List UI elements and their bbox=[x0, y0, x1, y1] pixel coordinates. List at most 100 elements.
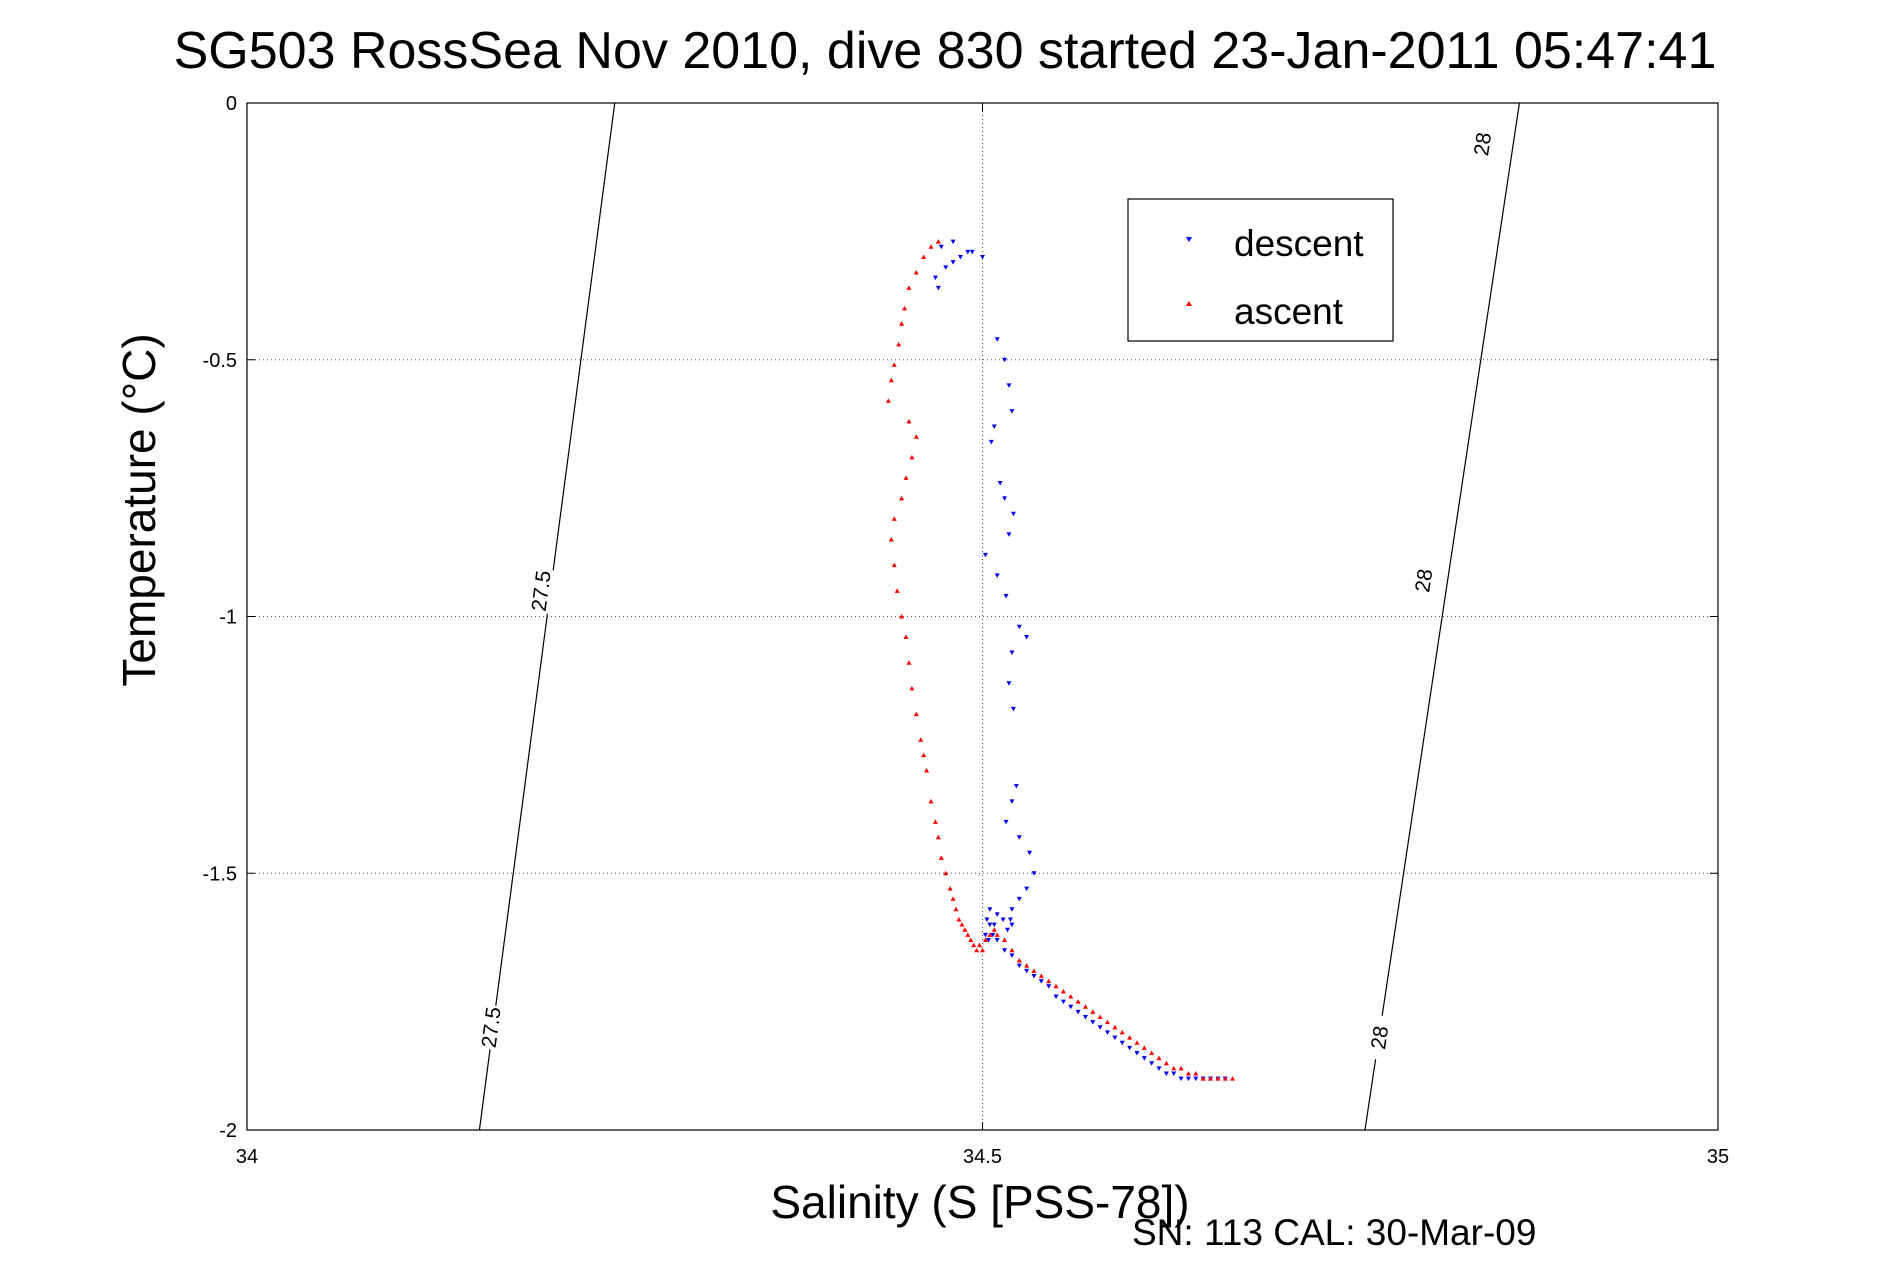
ascent-point bbox=[971, 942, 977, 948]
descent-point bbox=[950, 260, 956, 265]
ascent-point bbox=[943, 870, 949, 876]
descent-point bbox=[1046, 984, 1052, 989]
y-tick-label: -0.5 bbox=[203, 350, 237, 372]
ascent-point bbox=[899, 614, 905, 619]
descent-point bbox=[957, 255, 963, 260]
legend-ascent-label: ascent bbox=[1234, 291, 1344, 332]
descent-point bbox=[1031, 973, 1037, 979]
ascent-point bbox=[1163, 1060, 1169, 1066]
ascent-point bbox=[1208, 1076, 1214, 1081]
descent-point bbox=[988, 439, 994, 445]
descent-point bbox=[1119, 1040, 1125, 1046]
ascent-point bbox=[888, 536, 894, 542]
ascent-point bbox=[1075, 999, 1081, 1004]
ascent-point bbox=[980, 947, 985, 953]
ascent-point bbox=[885, 398, 891, 403]
ascent-point bbox=[956, 916, 962, 922]
legend-descent-marker bbox=[1186, 237, 1192, 242]
ascent-point bbox=[1171, 1065, 1177, 1071]
isopycnal-label-bg bbox=[1407, 556, 1440, 605]
footer-serial-cal: SN: 113 CAL: 30-Mar-09 bbox=[1132, 1212, 1536, 1253]
isopycnal-label: 28 bbox=[1411, 567, 1437, 594]
descent-point bbox=[1149, 1061, 1155, 1066]
descent-point bbox=[1007, 917, 1013, 922]
ascent-point bbox=[932, 819, 938, 824]
ascent-point bbox=[913, 269, 919, 275]
ascent-point bbox=[1053, 983, 1059, 989]
descent-point bbox=[943, 265, 949, 270]
ascent-point bbox=[896, 341, 902, 347]
ascent-point bbox=[1024, 963, 1030, 968]
ascent-point bbox=[903, 634, 909, 640]
legend-ascent-marker bbox=[1186, 301, 1192, 306]
descent-point bbox=[980, 255, 985, 260]
ascent-point bbox=[994, 932, 1000, 937]
ascent-point bbox=[894, 588, 900, 593]
plot-area: 27.5 27.5 28 28 28 34 34.5 35 0 -0.5 -1 -1.5 -2 bbox=[203, 93, 1730, 1168]
x-ticks: 34 34.5 35 bbox=[236, 103, 1729, 1168]
ascent-point bbox=[935, 834, 941, 840]
descent-point bbox=[1002, 357, 1008, 363]
descent-point bbox=[950, 239, 956, 245]
descent-point bbox=[1006, 681, 1012, 686]
ascent-point bbox=[947, 886, 953, 891]
ascent-point bbox=[899, 495, 905, 501]
chart-title: SG503 RossSea Nov 2010, dive 830 started… bbox=[174, 22, 1717, 80]
ascent-point bbox=[928, 798, 934, 804]
descent-point bbox=[1163, 1071, 1169, 1077]
ascent-point bbox=[962, 927, 968, 932]
descent-point bbox=[982, 552, 988, 558]
descent-point bbox=[1010, 511, 1016, 517]
ascent-point bbox=[1068, 993, 1074, 999]
isopycnal-label: 28 bbox=[1367, 1024, 1393, 1051]
descent-point bbox=[1060, 999, 1066, 1005]
ascent-point bbox=[928, 244, 934, 249]
isopycnal-label-bg bbox=[1466, 120, 1499, 168]
ascent-point bbox=[921, 254, 927, 260]
isopycnal-line bbox=[1364, 102, 1521, 1131]
descent-point bbox=[932, 275, 938, 281]
isopycnal-label: 28 bbox=[1470, 131, 1496, 158]
ascent-point bbox=[938, 855, 944, 860]
descent-point bbox=[1016, 624, 1022, 630]
ascent-point bbox=[968, 937, 974, 943]
descent-point bbox=[994, 573, 1000, 578]
descent-point bbox=[1090, 1020, 1096, 1025]
ascent-point bbox=[1009, 947, 1015, 953]
isopycnal-label-bg bbox=[475, 1003, 507, 1051]
ascent-point bbox=[899, 321, 905, 326]
descent-point bbox=[987, 922, 993, 928]
legend-box bbox=[1127, 198, 1394, 342]
descent-point bbox=[1005, 927, 1011, 933]
ascent-point bbox=[953, 906, 959, 912]
descent-point bbox=[1038, 979, 1044, 984]
descent-point bbox=[935, 285, 941, 291]
descent-point bbox=[1009, 907, 1015, 912]
descent-point bbox=[1068, 1004, 1074, 1010]
descent-point bbox=[991, 424, 997, 430]
ascent-point bbox=[1193, 1071, 1199, 1076]
descent-point bbox=[1009, 799, 1015, 804]
descent-point bbox=[1193, 1076, 1199, 1082]
descent-point bbox=[1097, 1025, 1103, 1030]
ascent-point bbox=[1046, 978, 1052, 984]
descent-point bbox=[1016, 963, 1022, 969]
descent-point bbox=[1134, 1050, 1140, 1056]
ascent-point bbox=[891, 516, 897, 521]
y-tick-label: -1 bbox=[219, 607, 237, 629]
ascent-point bbox=[1090, 1009, 1096, 1014]
descent-point bbox=[938, 244, 944, 250]
descent-point bbox=[1053, 994, 1059, 999]
ascent-point bbox=[1215, 1076, 1221, 1081]
ascent-point bbox=[1178, 1065, 1184, 1071]
ascent-point bbox=[902, 305, 908, 311]
data-points bbox=[885, 239, 1236, 1082]
ascent-point bbox=[1082, 1004, 1088, 1009]
descent-point bbox=[1178, 1076, 1184, 1082]
descent-point bbox=[1002, 948, 1008, 953]
descent-point bbox=[994, 938, 1000, 943]
descent-point bbox=[1156, 1066, 1162, 1071]
ascent-point bbox=[935, 239, 941, 244]
ascent-point bbox=[903, 475, 909, 480]
isopycnals: 27.5 27.5 28 28 28 bbox=[475, 102, 1521, 1131]
